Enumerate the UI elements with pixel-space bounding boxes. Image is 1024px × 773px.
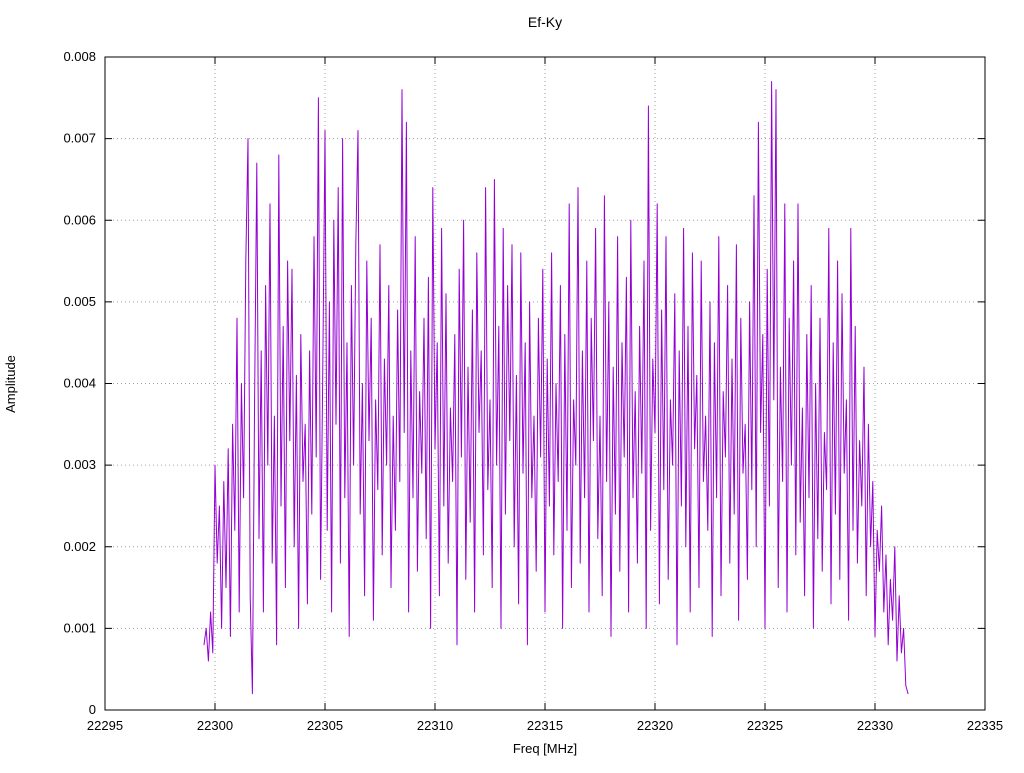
data-polyline [203,80,909,695]
y-axis-label: Amplitude [3,355,18,413]
x-axis-label: Freq [MHz] [513,741,577,756]
x-tick-label: 22335 [967,718,1003,733]
x-tick-label: 22315 [527,718,563,733]
y-tick-label: 0.002 [63,539,96,554]
x-tick-label: 22295 [87,718,123,733]
y-tick-label: 0.003 [63,457,96,472]
chart-title: Ef-Ky [528,14,562,30]
x-tick-label: 22325 [747,718,783,733]
x-tick-label: 22305 [307,718,343,733]
x-tick-label: 22330 [857,718,893,733]
x-tick-label: 22320 [637,718,673,733]
y-tick-label: 0.001 [63,620,96,635]
y-tick-label: 0.005 [63,294,96,309]
y-tick-label: 0.008 [63,49,96,64]
x-tick-label: 22310 [417,718,453,733]
y-tick-label: 0.004 [63,376,96,391]
plot-area: 22295 22300 22305 22310 22315 22320 22325 22330… [63,49,1003,733]
y-tick-label: 0 [89,702,96,717]
y-tick-label: 0.007 [63,131,96,146]
y-tick-label: 0.006 [63,212,96,227]
x-tick-label: 22300 [197,718,233,733]
